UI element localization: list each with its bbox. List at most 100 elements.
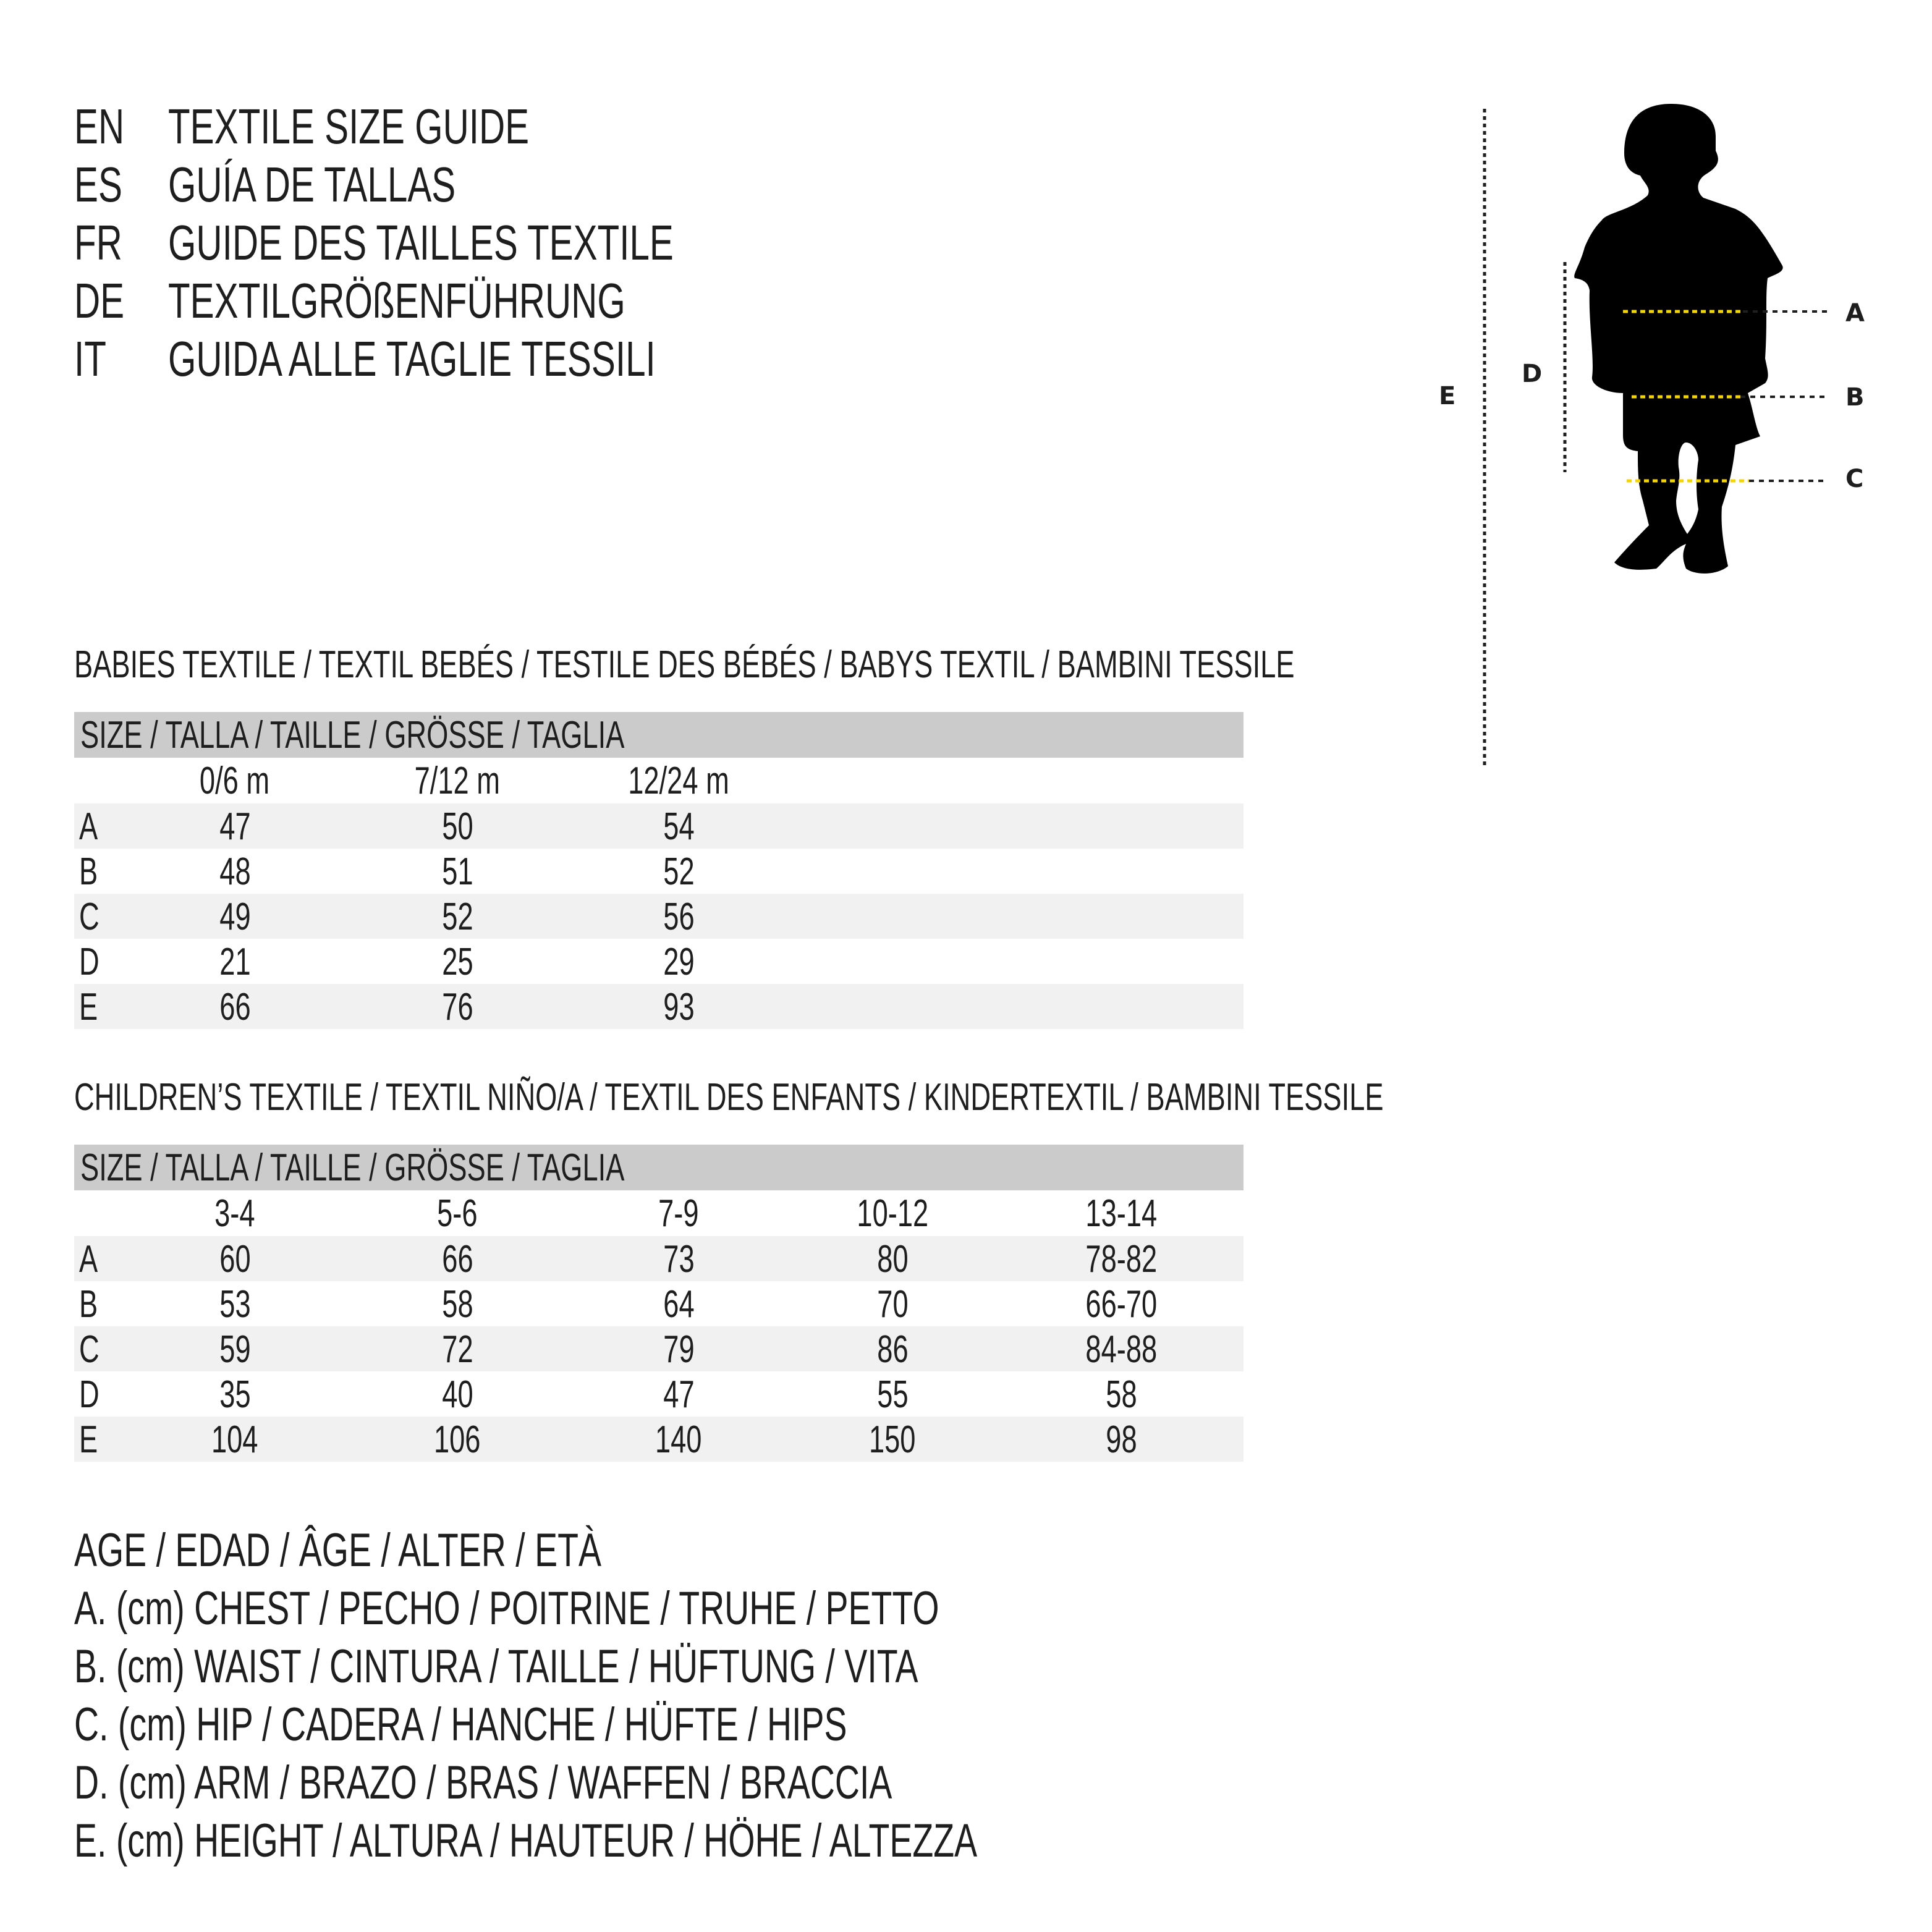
table-row: D 21 25 29 [74,939,1244,984]
language-code: IT [74,330,118,388]
leg-gap [1676,443,1698,534]
table-cell-value: 66 [219,986,251,1028]
table-cell: 93 [586,984,771,1031]
table-cell: 52 [365,894,550,941]
row-label: B [79,1281,104,1328]
child-silhouette-diagram: A B C D E [1439,104,1865,766]
table-cell: 76 [365,984,550,1031]
column-header: 12/24 m [586,758,771,805]
row-label: E [79,984,104,1031]
column-header-row: 0/6 m 7/12 m 12/24 m [74,758,1244,803]
babies-heading: BABIES TEXTILE / TEXTIL BEBÉS / TESTILE … [74,643,1295,686]
language-code-text: FR [74,215,122,270]
column-header: 7/12 m [365,758,550,805]
legend-text: AGE / EDAD / ÂGE / ALTER / ETÀ [74,1524,601,1577]
table-cell-value: 66 [441,1238,473,1281]
table-cell: 35 [142,1371,328,1418]
table-row: C 59 72 79 86 84-88 [74,1326,1244,1371]
column-header: 7-9 [586,1190,771,1237]
table-cell: 47 [142,803,328,850]
language-code-text: EN [74,99,125,154]
column-header-text: 3-4 [214,1192,255,1235]
table-row: C 49 52 56 [74,894,1244,939]
table-cell: 80 [800,1236,985,1283]
legend-item: A. (cm) CHEST / PECHO / POITRINE / TRUHE… [74,1580,1259,1638]
table-cell: 104 [142,1417,328,1464]
table-cell-value: 60 [219,1238,251,1281]
table-cell: 49 [142,894,328,941]
language-code: EN [74,98,143,156]
child-silhouette-icon [1574,104,1783,574]
table-cell-value: 73 [663,1238,695,1281]
table-cell: 66-70 [1028,1281,1214,1328]
legend-text: D. (cm) ARM / BRAZO / BRAS / WAFFEN / BR… [74,1756,892,1809]
column-header-text: 5-6 [437,1192,478,1235]
row-label-text: E [79,986,98,1028]
row-label-text: E [79,1418,98,1461]
table-cell: 70 [800,1281,985,1328]
row-label-text: D [79,1373,100,1416]
table-cell-value: 51 [441,850,473,893]
table-cell: 53 [142,1281,328,1328]
table-cell-value: 70 [876,1283,909,1326]
row-label: D [79,1371,107,1418]
column-header: 10-12 [800,1190,985,1237]
table-cell: 47 [586,1371,771,1418]
row-label: A [79,803,104,850]
row-label: E [79,1417,104,1464]
row-label-text: B [79,1283,98,1326]
table-cell-value: 56 [663,896,695,938]
row-label-text: C [79,896,100,938]
row-label: B [79,849,104,896]
table-cell-value: 78-82 [1085,1238,1157,1281]
table-cell-value: 72 [441,1328,473,1371]
table-cell-value: 40 [441,1373,473,1416]
row-label: C [79,1326,107,1373]
table-cell-value: 80 [876,1238,909,1281]
table-cell-value: 58 [1105,1373,1137,1416]
legend-item: C. (cm) HIP / CADERA / HANCHE / HÜFTE / … [74,1696,1133,1754]
table-cell: 64 [586,1281,771,1328]
table-cell: 78-82 [1028,1236,1214,1283]
title-text-value: TEXTILE SIZE GUIDE [168,99,530,154]
row-label-text: D [79,941,100,983]
language-code: FR [74,214,140,272]
table-cell: 73 [586,1236,771,1283]
table-cell-value: 79 [663,1328,695,1371]
column-header: 5-6 [365,1190,550,1237]
title-text: GUIDE DES TAILLES TEXTILE [168,214,860,272]
table-cell: 58 [365,1281,550,1328]
column-header-text: 7/12 m [414,760,501,802]
table-cell: 84-88 [1028,1326,1214,1373]
legend-text: E. (cm) HEIGHT / ALTURA / HAUTEUR / HÖHE… [74,1815,978,1867]
column-header-text: 10-12 [857,1192,928,1235]
table-cell-value: 59 [219,1328,251,1371]
table-cell-value: 35 [219,1373,251,1416]
size-header-bar: SIZE / TALLA / TAILLE / GRÖSSE / TAGLIA [74,1145,1244,1190]
table-cell-value: 150 [869,1418,916,1461]
table-cell-value: 21 [219,941,251,983]
table-cell: 86 [800,1326,985,1373]
table-cell-value: 64 [663,1283,695,1326]
label-e: E [1439,382,1455,410]
table-cell-value: 29 [663,941,695,983]
table-cell: 40 [365,1371,550,1418]
label-b: B [1845,383,1865,412]
language-code-text: DE [74,273,125,328]
title-text: GUÍA DE TALLAS [168,156,562,214]
table-cell: 106 [365,1417,550,1464]
legend-item: D. (cm) ARM / BRAZO / BRAS / WAFFEN / BR… [74,1754,1195,1812]
table-row: D 35 40 47 55 58 [74,1371,1244,1417]
table-cell: 79 [586,1326,771,1373]
column-header: 13-14 [1028,1190,1214,1237]
table-cell-value: 66-70 [1085,1283,1157,1326]
table-cell: 58 [1028,1371,1214,1418]
table-row: E 66 76 93 [74,984,1244,1029]
row-label: C [79,894,107,941]
table-cell-value: 98 [1105,1418,1137,1461]
table-cell: 150 [800,1417,985,1464]
table-cell: 25 [365,939,550,986]
legend-item: B. (cm) WAIST / CINTURA / TAILLE / HÜFTU… [74,1638,1231,1696]
row-label-text: B [79,850,98,893]
table-cell-value: 106 [434,1418,481,1461]
